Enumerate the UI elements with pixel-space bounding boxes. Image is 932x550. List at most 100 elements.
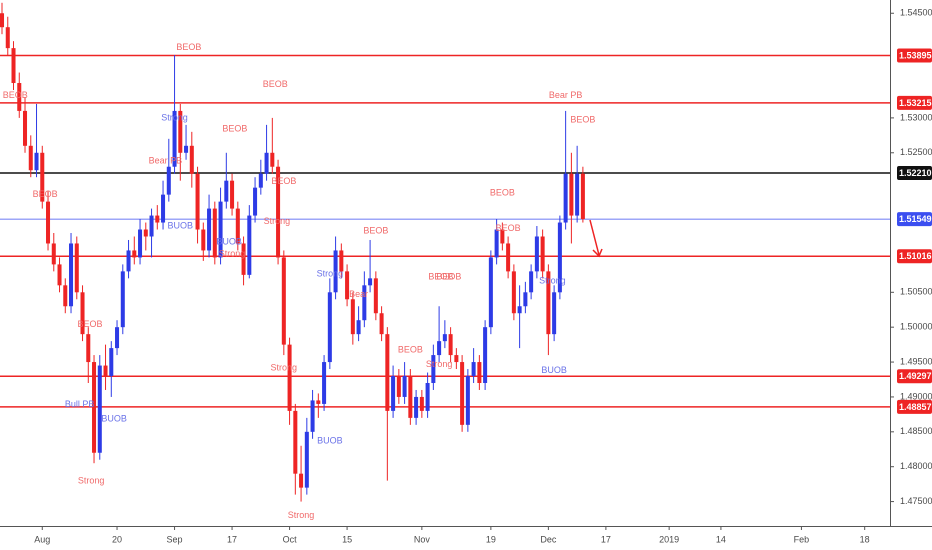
y-tick-label: 1.54500	[900, 8, 932, 18]
candle-body	[86, 334, 91, 363]
candle-body	[264, 152, 269, 174]
candle-body	[310, 400, 315, 432]
annotation: BUOB	[541, 365, 567, 375]
candle-body	[46, 201, 51, 244]
candle-body	[23, 110, 28, 146]
candle-body	[304, 431, 309, 488]
annotation: Strong	[288, 510, 315, 520]
candle-body	[448, 334, 453, 356]
candle-body	[350, 299, 355, 335]
annotation: Bear PB	[549, 90, 583, 100]
x-tick-label: 19	[486, 534, 496, 544]
candle-body	[149, 215, 154, 237]
candle-body	[373, 278, 378, 314]
candle-body	[368, 278, 373, 286]
annotation: BUOB	[216, 236, 242, 246]
candle-body	[569, 173, 574, 216]
level-label: 1.53895	[899, 50, 932, 60]
candle-body	[28, 145, 33, 171]
candle-body	[258, 173, 263, 188]
candle-body	[230, 180, 235, 209]
candle-body	[63, 285, 68, 307]
candle-body	[500, 229, 505, 244]
candle-body	[57, 264, 62, 286]
level-badge	[897, 249, 932, 264]
level-badge	[897, 212, 932, 227]
candle-body	[557, 222, 562, 293]
candle-body	[488, 257, 493, 328]
candle-body	[241, 243, 246, 275]
candle-body	[419, 396, 424, 411]
candle-body	[431, 355, 436, 383]
annotation: BEOB	[3, 90, 28, 100]
candle-body	[517, 306, 522, 314]
annotation: BEOB	[428, 271, 453, 281]
axes: 1.54500 1.53000 1.52500 1.50500 1.50000 1.495…	[34, 8, 932, 544]
level-badge	[897, 48, 932, 63]
candle-body	[391, 376, 396, 411]
candle-body	[109, 348, 114, 377]
candles	[0, 2, 585, 502]
candle-body	[465, 376, 470, 425]
candle-body	[477, 362, 482, 383]
annotation: BUOB	[101, 414, 127, 424]
candle-body	[408, 376, 413, 418]
candle-body	[103, 365, 108, 377]
candle-body	[143, 229, 148, 237]
levels	[0, 54, 890, 408]
candle-body	[80, 292, 85, 335]
y-tick-label: 1.47500	[900, 496, 932, 506]
candle-body	[166, 166, 171, 195]
annotation: BEOB	[363, 225, 388, 235]
candle-body	[155, 215, 160, 223]
level-label: 1.53215	[899, 98, 932, 108]
annotation: BEOB	[263, 79, 288, 89]
level-label: 1.49297	[899, 371, 932, 381]
annotation: BEOB	[496, 223, 521, 233]
candle-body	[120, 271, 125, 328]
x-tick-label: Sep	[167, 534, 183, 544]
annotation: BUOB	[317, 435, 343, 445]
annotation: Strong	[317, 269, 344, 279]
projection-arrow	[589, 219, 600, 256]
annotation: Bull PB	[65, 399, 95, 409]
candle-body	[178, 110, 183, 153]
level-label: 1.51016	[899, 251, 932, 261]
candle-body	[327, 292, 332, 363]
candle-body	[0, 13, 5, 28]
candle-body	[506, 243, 511, 272]
candle-body	[322, 362, 327, 404]
arrow-head	[592, 248, 603, 258]
y-tick-label: 1.48500	[900, 426, 932, 436]
candle-body	[580, 173, 585, 220]
annotation: BEOB	[436, 271, 461, 281]
annotation: BEOB	[222, 123, 247, 133]
x-tick-label: Oct	[283, 534, 298, 544]
candle-body	[11, 48, 16, 84]
candle-body	[333, 250, 338, 293]
annotation: BEOB	[271, 176, 296, 186]
candle-body	[339, 250, 344, 272]
candle-body	[523, 292, 528, 307]
candle-body	[540, 236, 545, 272]
candle-body	[224, 180, 229, 202]
level-badge	[897, 369, 932, 384]
annotation: BEOB	[176, 42, 201, 52]
annotation: Bear	[349, 289, 368, 299]
candle-body	[270, 152, 275, 167]
candle-body	[201, 229, 206, 251]
annotation: BEOB	[398, 345, 423, 355]
annotation: Strong	[161, 112, 188, 122]
candle-body	[92, 362, 97, 453]
x-tick-label: Aug	[34, 534, 50, 544]
candle-body	[51, 243, 56, 265]
annotation: Strong	[219, 248, 246, 258]
annotation: Strong	[271, 363, 298, 373]
y-tick-label: 1.52500	[900, 147, 932, 157]
candle-body	[97, 365, 102, 453]
x-tick-label: Nov	[414, 534, 431, 544]
x-tick-label: 17	[227, 534, 237, 544]
candle-body	[212, 208, 217, 258]
candle-body	[172, 110, 177, 167]
